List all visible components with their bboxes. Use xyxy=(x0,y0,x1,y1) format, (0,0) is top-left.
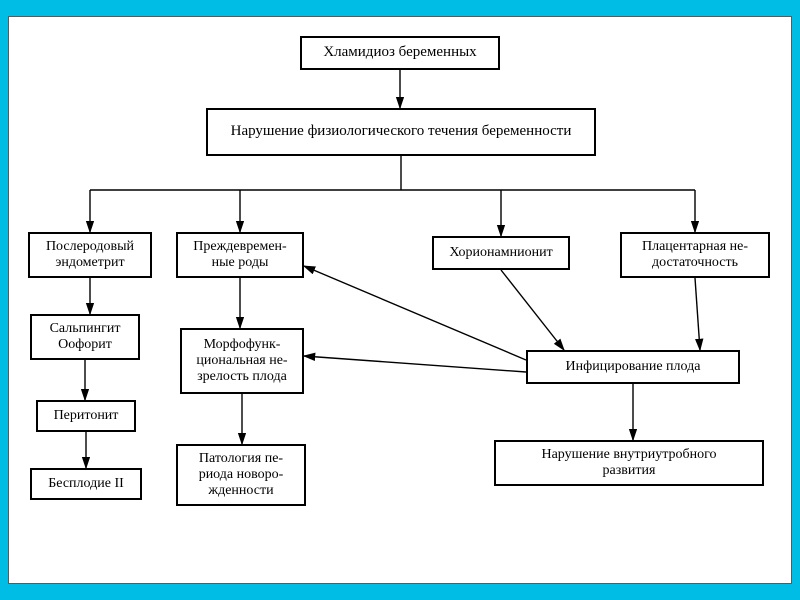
node-label: Бесплодие II xyxy=(48,476,124,492)
node-label: Патология пе- риода новоро- жденности xyxy=(199,451,284,499)
node-label: Инфицирование плода xyxy=(566,359,701,375)
node-root: Хламидиоз беременных xyxy=(300,36,500,70)
node-label: Хламидиоз беременных xyxy=(323,44,476,61)
node-label: Плацентарная не- достаточность xyxy=(642,239,748,271)
node-placent: Плацентарная не- достаточность xyxy=(620,232,770,278)
node-label: Нарушение внутриутробного развития xyxy=(541,447,716,479)
node-narushvnutr: Нарушение внутриутробного развития xyxy=(494,440,764,486)
node-label: Преждевремен- ные роды xyxy=(193,239,286,271)
node-prezhd: Преждевремен- ные роды xyxy=(176,232,304,278)
node-label: Хорионамнионит xyxy=(449,245,552,261)
node-label: Перитонит xyxy=(54,408,119,424)
node-infic: Инфицирование плода xyxy=(526,350,740,384)
node-narush: Нарушение физиологического течения берем… xyxy=(206,108,596,156)
node-label: Нарушение физиологического течения берем… xyxy=(231,123,572,140)
node-label: Послеродовый эндометрит xyxy=(36,239,144,271)
node-patol: Патология пе- риода новоро- жденности xyxy=(176,444,306,506)
node-morf: Морфофунк- циональная не- зрелость плода xyxy=(180,328,304,394)
node-label: Морфофунк- циональная не- зрелость плода xyxy=(196,337,287,385)
node-salp: Сальпингит Оофорит xyxy=(30,314,140,360)
node-horion: Хорионамнионит xyxy=(432,236,570,270)
node-periton: Перитонит xyxy=(36,400,136,432)
node-label: Сальпингит Оофорит xyxy=(50,321,121,353)
node-besplod: Бесплодие II xyxy=(30,468,142,500)
node-poslerod: Послеродовый эндометрит xyxy=(28,232,152,278)
